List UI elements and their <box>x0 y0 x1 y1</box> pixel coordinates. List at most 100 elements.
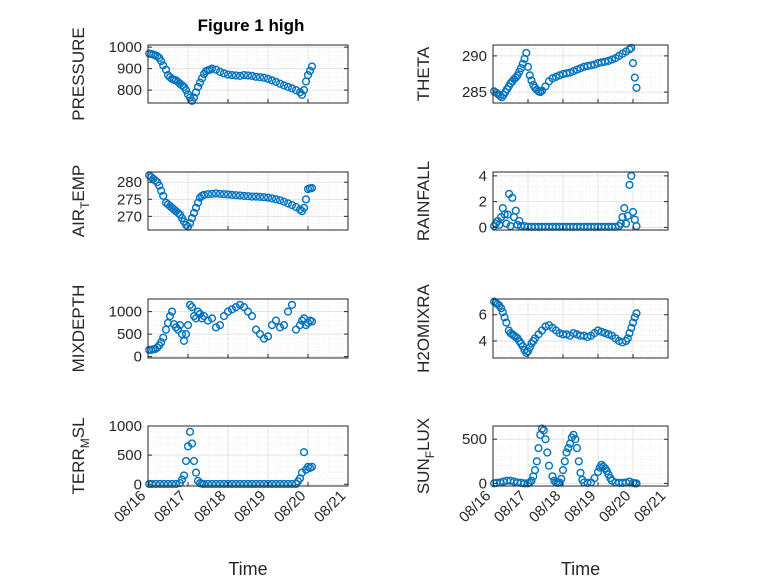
data-point <box>571 435 580 444</box>
data-point <box>558 466 568 475</box>
data-point <box>177 475 187 484</box>
data-point <box>243 192 253 201</box>
data-point <box>251 192 261 201</box>
data-point <box>215 479 225 489</box>
data-point <box>171 323 181 332</box>
ytick-label: 500 <box>117 447 142 464</box>
data-point <box>632 83 641 92</box>
h2omixra-plot: 4 6 H2OMIXRA <box>414 283 669 373</box>
data-point <box>500 313 509 322</box>
sun_flux-ylabel: SUNFLUX <box>414 418 437 494</box>
data-point <box>511 73 520 82</box>
data-point <box>630 313 639 322</box>
data-point <box>291 325 301 334</box>
ytick-label: 4 <box>479 168 487 185</box>
mixdepth-ylabel: MIXDEPTH <box>69 285 88 373</box>
ytick-label: 800 <box>117 82 142 99</box>
data-point <box>231 191 241 200</box>
data-point <box>295 205 305 214</box>
data-point <box>165 312 175 321</box>
data-point <box>223 479 233 489</box>
data-point <box>203 479 213 489</box>
sun_flux-axes-box <box>492 425 669 487</box>
xtick-label: 08/19 <box>561 487 600 526</box>
data-point <box>215 321 225 330</box>
data-point <box>195 309 205 319</box>
data-point <box>193 82 203 92</box>
data-point <box>562 448 571 457</box>
ytick-label: 500 <box>117 326 142 343</box>
ytick-label: 2 <box>479 194 487 211</box>
data-point <box>239 303 249 312</box>
xtick-label: 08/21 <box>311 487 350 526</box>
data-point <box>211 479 221 489</box>
data-point <box>307 317 317 326</box>
xtick-label: 08/16 <box>111 487 150 526</box>
data-point <box>537 424 547 433</box>
data-point <box>187 439 197 448</box>
ytick-label: 0 <box>479 475 487 492</box>
data-point <box>297 90 307 99</box>
ytick-label: 1000 <box>109 304 142 321</box>
data-point <box>255 73 265 82</box>
data-point <box>508 193 517 202</box>
data-point <box>500 210 509 219</box>
data-point <box>557 474 566 484</box>
data-point <box>271 316 281 325</box>
data-point <box>159 479 169 489</box>
data-point <box>199 190 209 200</box>
data-point <box>185 219 195 228</box>
data-point <box>243 71 253 80</box>
data-point <box>167 307 177 316</box>
data-point <box>307 62 317 71</box>
h2omixra-ylabel: H2OMIXRA <box>414 283 433 372</box>
data-point <box>301 321 311 330</box>
data-point <box>259 334 269 343</box>
data-point <box>523 62 533 71</box>
data-point <box>155 181 164 190</box>
data-point <box>239 479 249 489</box>
h2omixra-axes-bg <box>493 299 668 358</box>
data-point <box>223 70 233 79</box>
data-point <box>151 176 160 185</box>
terr_msl-axes-box <box>147 425 349 487</box>
data-point <box>163 479 173 489</box>
data-point <box>600 57 610 66</box>
data-point <box>307 462 317 471</box>
data-point <box>287 201 297 210</box>
figure-title: Figure 1 high <box>198 16 305 35</box>
data-point <box>279 479 289 489</box>
data-point <box>235 479 245 489</box>
data-point <box>283 307 293 316</box>
data-point <box>502 318 511 327</box>
data-point <box>305 66 315 75</box>
data-point <box>263 332 273 341</box>
data-point <box>219 312 229 321</box>
data-point <box>207 189 217 198</box>
data-point <box>593 467 603 477</box>
data-point <box>287 300 297 310</box>
data-point <box>618 213 627 222</box>
data-point <box>263 74 273 84</box>
ytick-label: 900 <box>117 61 142 78</box>
data-point <box>625 45 634 54</box>
data-point <box>231 71 241 80</box>
data-point <box>187 303 197 312</box>
data-point <box>267 479 277 489</box>
data-point <box>299 448 309 457</box>
data-point <box>235 300 245 310</box>
data-point <box>191 203 201 212</box>
data-point <box>239 70 249 80</box>
ytick-label: 0 <box>479 219 487 236</box>
data-point <box>303 318 313 328</box>
data-point <box>181 330 191 339</box>
data-point <box>181 85 191 95</box>
data-point <box>247 192 257 201</box>
data-point <box>627 323 636 332</box>
data-point <box>275 479 285 489</box>
rainfall-plot: 0 2 4 RAINFALL <box>414 161 669 241</box>
data-point <box>539 426 548 435</box>
data-point <box>153 52 162 61</box>
data-point <box>543 448 552 457</box>
data-point <box>193 198 203 207</box>
